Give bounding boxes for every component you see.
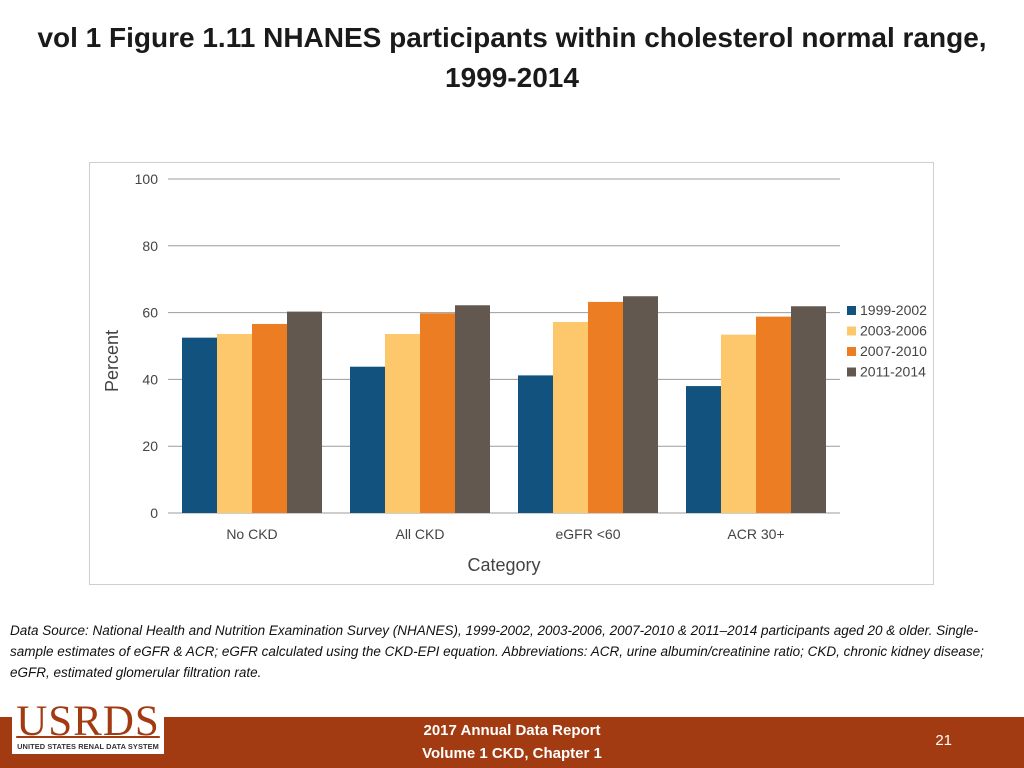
page-title: vol 1 Figure 1.11 NHANES participants wi… [37, 22, 987, 93]
bar [721, 334, 756, 513]
x-tick-label: No CKD [226, 526, 277, 542]
bar [756, 316, 791, 513]
x-axis-title: Category [467, 555, 540, 575]
bar [420, 313, 455, 513]
logo-tagline: UNITED STATES RENAL DATA SYSTEM [17, 742, 159, 751]
bar [287, 311, 322, 513]
usrds-logo: USRDS UNITED STATES RENAL DATA SYSTEM [12, 698, 164, 754]
x-tick-label: ACR 30+ [727, 526, 784, 542]
bar [686, 386, 721, 513]
footer-text: 2017 Annual Data Report Volume 1 CKD, Ch… [330, 719, 694, 765]
y-axis-title: Percent [102, 330, 122, 392]
y-tick-label: 20 [142, 438, 158, 454]
page-number: 21 [935, 732, 952, 749]
footer-volume-chapter: Volume 1 CKD, Chapter 1 [422, 745, 602, 762]
legend-label: 2011-2014 [860, 364, 926, 380]
y-tick-label: 100 [135, 171, 159, 187]
bar [182, 337, 217, 513]
footer-bar: 2017 Annual Data Report Volume 1 CKD, Ch… [0, 717, 1024, 768]
legend-swatch [847, 326, 856, 336]
y-tick-label: 40 [142, 371, 158, 387]
legend-label: 2003-2006 [860, 323, 927, 339]
logo-wordmark: USRDS [16, 698, 160, 745]
bar [588, 301, 623, 513]
x-tick-label: All CKD [395, 526, 444, 542]
bar [385, 333, 420, 513]
bar [252, 323, 287, 513]
chart-frame: 0 20 40 60 80 100 No CKD All CKD eGFR <60 ACR 30+… [89, 162, 934, 585]
bar [455, 305, 490, 513]
legend-label: 1999-2002 [860, 302, 927, 318]
legend-swatch [847, 347, 856, 356]
bar [553, 321, 588, 513]
bar-chart: 0 20 40 60 80 100 No CKD All CKD eGFR <60 ACR 30+… [102, 171, 927, 575]
bar [791, 306, 826, 513]
legend-swatch [847, 367, 856, 377]
legend-swatch [847, 306, 856, 315]
data-source-note: Data Source: National Health and Nutriti… [10, 623, 984, 680]
legend-label: 2007-2010 [860, 343, 927, 359]
bar [217, 333, 252, 513]
bar [623, 296, 658, 513]
y-tick-label: 80 [142, 238, 158, 254]
y-tick-label: 60 [142, 305, 158, 321]
x-tick-label: eGFR <60 [556, 526, 621, 542]
y-tick-label: 0 [150, 505, 158, 521]
bar [350, 366, 385, 513]
bar [518, 375, 553, 513]
footer-report-title: 2017 Annual Data Report [423, 722, 601, 739]
